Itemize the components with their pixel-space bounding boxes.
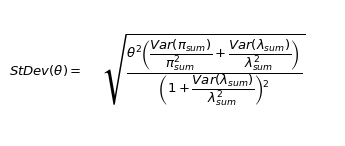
Text: $\sqrt{\dfrac{\theta^2\!\left(\dfrac{\mathit{Var}(\pi_{\mathit{sum}})}{\pi^{2}_{: $\sqrt{\dfrac{\theta^2\!\left(\dfrac{\ma… (101, 32, 306, 108)
Text: $\mathit{StDev}(\theta) = $: $\mathit{StDev}(\theta) = $ (9, 63, 81, 78)
